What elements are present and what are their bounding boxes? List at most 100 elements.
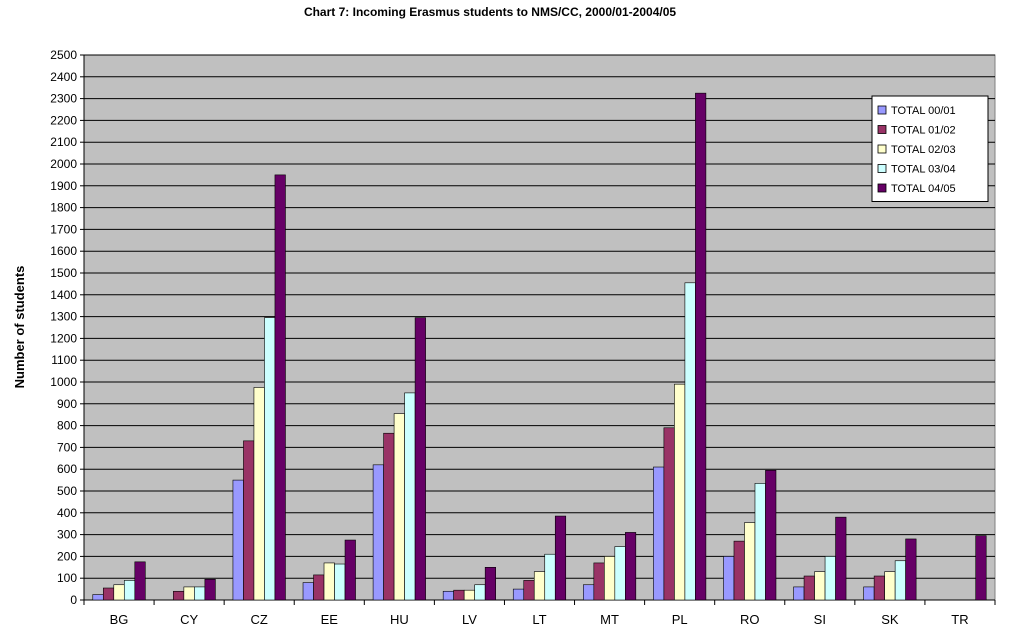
legend-swatch [877,125,887,134]
bar [754,483,766,601]
bar [243,440,255,601]
bar [463,589,475,601]
bar [334,563,346,601]
y-tick-label: 1100 [51,353,77,367]
x-tick-label: TR [951,612,968,627]
y-tick-label: 1200 [50,331,77,345]
x-tick-label: BG [110,612,129,627]
bar [523,580,535,601]
legend-label: TOTAL 04/05 [891,183,956,195]
x-tick-label: CY [180,612,198,627]
bar [614,546,626,601]
y-tick-label: 2400 [50,70,77,84]
bar [533,571,546,601]
bar [274,174,286,601]
y-tick-label: 400 [57,506,77,520]
bar [894,560,906,601]
plot-background [83,54,996,601]
y-axis-label: Number of students [12,266,27,389]
bar [835,516,847,601]
bar [905,538,917,601]
bar [113,584,125,601]
bar [372,464,384,601]
y-tick-label: 1000 [50,375,77,389]
y-tick-label: 1300 [50,310,77,324]
bar [663,427,675,601]
chart-title: Chart 7: Incoming Erasmus students to NM… [304,5,676,19]
bar [975,535,987,601]
bar [484,566,496,601]
legend-label: TOTAL 02/03 [891,144,956,156]
y-tick-label: 1900 [50,179,77,193]
y-tick-label: 2000 [50,157,77,171]
bar [793,586,805,601]
bar [653,466,665,601]
bar [232,479,244,601]
legend: TOTAL 00/01 TOTAL 01/02 TOTAL 02/03 TOTAL 0… [871,95,989,202]
bar [264,317,276,601]
bar [625,532,637,601]
y-tick-label: 700 [57,440,77,454]
y-tick-label: 300 [57,528,77,542]
bar [593,562,605,601]
y-tick-label: 2500 [50,48,77,62]
bar [393,413,405,601]
x-tick-label: MT [600,612,619,627]
legend-box [871,95,989,202]
bar [873,575,885,601]
bar [674,383,686,601]
y-tick-label: 800 [57,419,77,433]
bar [604,556,616,601]
x-tick-label: SK [881,612,899,627]
plot-area: 0 100 200 300 400 500 600 700 800 900 1000 1100 1200… [50,48,996,627]
bar [744,522,756,601]
bar [723,556,735,601]
x-tick-label: CZ [251,612,268,627]
bar [442,590,454,601]
bar [123,580,136,601]
bar [323,562,335,601]
y-tick-label: 2100 [50,135,77,149]
bar [863,586,875,601]
bar [474,584,486,601]
bar [884,571,896,601]
bar [102,587,115,601]
y-tick-label: 2300 [50,92,77,106]
bar [814,571,826,601]
y-tick-label: 1800 [50,201,77,215]
y-tick-label: 0 [70,593,77,607]
y-tick-label: 500 [57,484,77,498]
bar [204,578,216,601]
y-tick-label: 900 [57,397,77,411]
y-tick-label: 1700 [50,222,77,236]
legend-swatch [877,105,887,115]
bar [803,575,815,601]
bar [134,561,146,601]
bar [695,92,707,601]
bar [512,588,525,601]
bar [453,589,465,601]
bar [183,586,195,601]
y-tick-label: 100 [57,571,77,585]
legend-label: TOTAL 00/01 [891,105,956,117]
legend-label: TOTAL 01/02 [891,125,956,137]
bar [414,317,426,601]
x-tick-label: RO [740,612,760,627]
bar [544,553,556,601]
x-tick-label: EE [321,612,339,627]
y-tick-label: 200 [57,549,77,563]
legend-label: TOTAL 03/04 [891,164,956,176]
y-tick-label: 1600 [50,244,77,258]
y-tick-label: 1400 [50,288,77,302]
legend-swatch [877,144,887,154]
bar [404,392,416,601]
y-tick-label: 1500 [50,266,77,280]
bar [554,515,567,601]
bar [684,282,696,601]
bar [194,586,206,601]
x-tick-label: LV [462,612,477,627]
bar [824,556,836,601]
bar [765,469,777,601]
